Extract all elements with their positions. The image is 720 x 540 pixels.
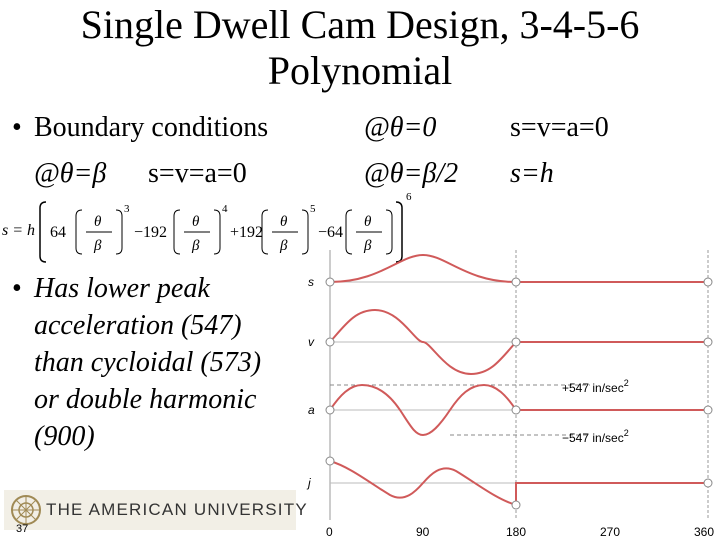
condition-1-at: @θ=0 bbox=[364, 112, 437, 143]
condition-1-value: s=v=a=0 bbox=[510, 112, 609, 143]
node-j-360 bbox=[703, 478, 713, 488]
node-j-180 bbox=[511, 500, 521, 510]
row-label-s: s bbox=[308, 275, 314, 289]
x-tick-270: 270 bbox=[600, 525, 620, 539]
eq-exp-4: 6 bbox=[406, 191, 412, 203]
eq-exp-1: 3 bbox=[124, 203, 130, 215]
row-label-a: a bbox=[308, 403, 315, 417]
annotation-neg-peak: −547 in/sec2 bbox=[562, 428, 629, 445]
eq-exp-3: 5 bbox=[310, 203, 316, 215]
condition-3-value: s=h bbox=[510, 158, 554, 189]
footer-logo-band bbox=[4, 490, 296, 530]
node-a-180 bbox=[511, 405, 521, 415]
annotation-neg-text: −547 in/sec bbox=[562, 431, 624, 445]
boundary-bullet: • bbox=[12, 112, 22, 144]
paren-2-right bbox=[213, 209, 221, 255]
eq-num-4: θ bbox=[364, 214, 372, 230]
svaj-diagram: s v a j +547 in/sec2 −547 in/sec2 0 90 1… bbox=[306, 250, 714, 539]
annotation-pos-sup: 2 bbox=[624, 378, 629, 388]
annotation-pos-text: +547 in/sec bbox=[562, 381, 624, 395]
condition-3-at: @θ=β/2 bbox=[364, 158, 459, 189]
eq-coef-3: +192 bbox=[230, 224, 263, 241]
eq-num-2: θ bbox=[192, 214, 200, 230]
university-seal-icon bbox=[11, 495, 41, 525]
node-s-360 bbox=[703, 277, 713, 287]
eq-coef-2: −192 bbox=[134, 224, 167, 241]
node-v-0 bbox=[325, 337, 335, 347]
slide-title: Single Dwell Cam Design, 3-4-5-6 Polynom… bbox=[0, 2, 720, 94]
eq-den-1: β bbox=[93, 238, 102, 254]
boundary-label: Boundary conditions bbox=[34, 112, 269, 143]
x-tick-360: 360 bbox=[694, 525, 714, 539]
node-s-0 bbox=[325, 277, 335, 287]
node-a-360 bbox=[703, 405, 713, 415]
node-s-180 bbox=[511, 277, 521, 287]
eq-num-3: θ bbox=[280, 214, 288, 230]
bullet-glyph: • bbox=[12, 112, 22, 143]
annotation-pos-peak: +547 in/sec2 bbox=[562, 378, 629, 395]
x-tick-90: 90 bbox=[416, 525, 430, 539]
eq-coef-4: −64 bbox=[318, 224, 343, 241]
bracket-left bbox=[39, 201, 47, 263]
note-bullet: • bbox=[12, 273, 22, 304]
slide-number: 37 bbox=[16, 523, 29, 535]
annotation-neg-sup: 2 bbox=[624, 428, 629, 438]
note-line-3: than cycloidal (573) bbox=[34, 347, 262, 378]
paren-4-right bbox=[385, 209, 393, 255]
curve-a bbox=[329, 383, 708, 437]
eq-coef-1: 64 bbox=[50, 224, 66, 241]
curve-v bbox=[329, 308, 708, 376]
eq-den-2: β bbox=[191, 238, 200, 254]
paren-2-left bbox=[173, 209, 181, 255]
polynomial-equation: s = h 64 θ β 3 −192 θ β 4 +192 θ β 5 −64… bbox=[2, 191, 412, 263]
condition-2-value: s=v=a=0 bbox=[148, 158, 247, 189]
node-a-0 bbox=[325, 405, 335, 415]
note-line-5: (900) bbox=[34, 421, 95, 452]
row-label-j: j bbox=[306, 476, 311, 490]
eq-den-4: β bbox=[363, 238, 372, 254]
x-tick-180: 180 bbox=[506, 525, 526, 539]
node-v-180 bbox=[511, 337, 521, 347]
paren-4-left bbox=[345, 209, 353, 255]
eq-den-3: β bbox=[279, 238, 288, 254]
row-label-v: v bbox=[308, 335, 315, 349]
eq-lhs: s = h bbox=[2, 222, 35, 239]
node-markers bbox=[325, 277, 713, 510]
eq-exp-2: 4 bbox=[222, 203, 228, 215]
node-j-0 bbox=[325, 456, 335, 466]
x-tick-0: 0 bbox=[326, 525, 333, 539]
curve-j bbox=[329, 460, 708, 507]
note-line-1: Has lower peak bbox=[34, 273, 210, 304]
title-line-2: Polynomial bbox=[267, 48, 453, 93]
curve-s bbox=[329, 253, 708, 283]
note-line-4: or double harmonic bbox=[34, 384, 257, 415]
title-line-1: Single Dwell Cam Design, 3-4-5-6 bbox=[80, 2, 640, 47]
paren-3-right bbox=[301, 209, 309, 255]
paren-1-left bbox=[75, 209, 83, 255]
eq-num-1: θ bbox=[94, 214, 102, 230]
note-text: Has lower peak acceleration (547) than c… bbox=[34, 270, 334, 455]
paren-1-right bbox=[115, 209, 123, 255]
condition-2-at: @θ=β bbox=[34, 158, 107, 189]
university-logo-text: THE AMERICAN UNIVERSITY bbox=[46, 500, 308, 519]
note-line-2: acceleration (547) bbox=[34, 310, 242, 341]
paren-3-left bbox=[261, 209, 269, 255]
note-bullet-block: • Has lower peak acceleration (547) than… bbox=[12, 270, 261, 452]
node-v-360 bbox=[703, 337, 713, 347]
